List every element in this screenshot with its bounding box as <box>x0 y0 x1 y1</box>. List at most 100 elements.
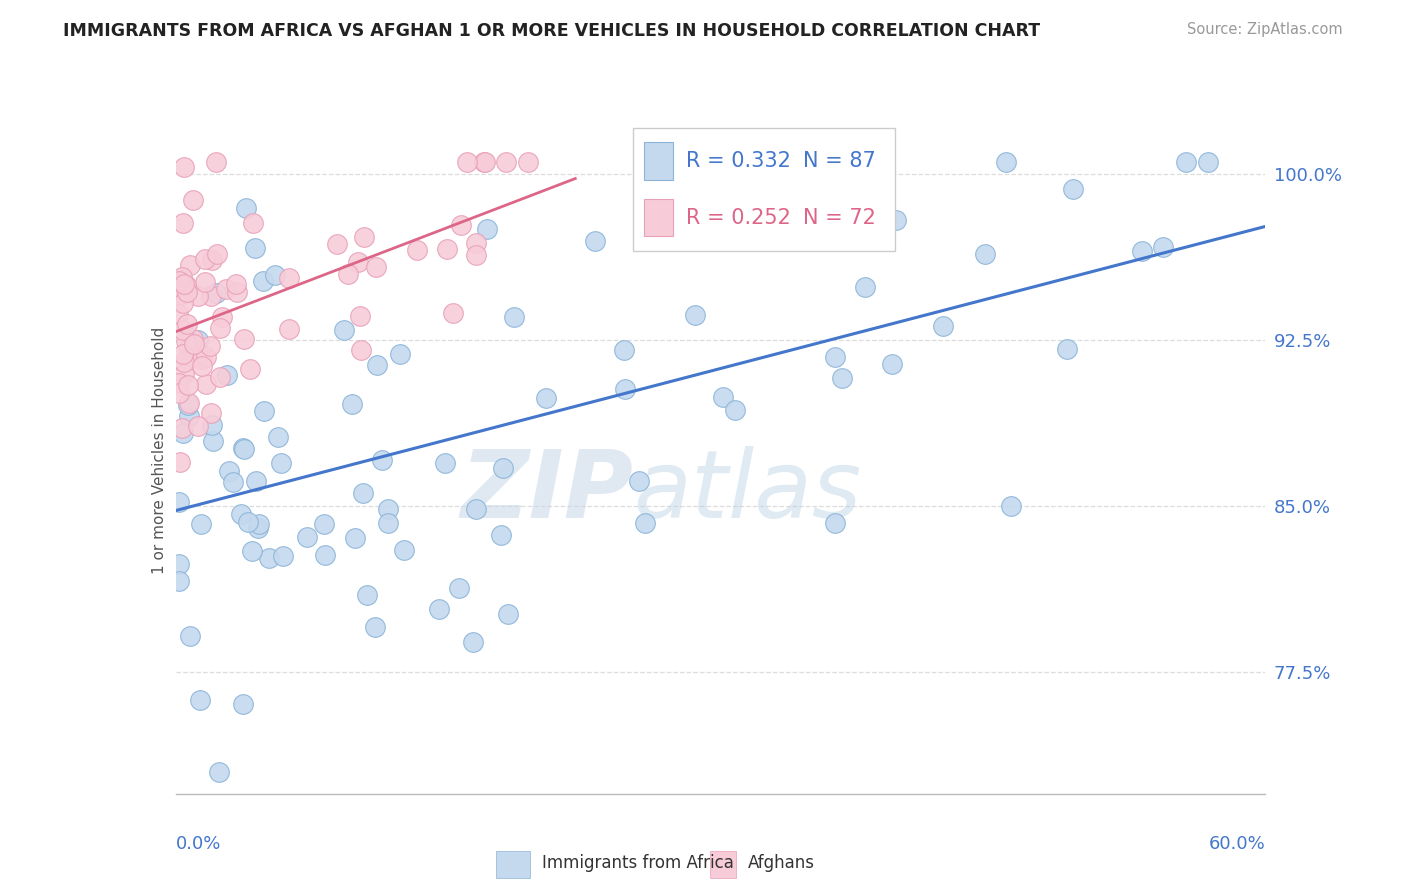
Point <box>232 442 254 456</box>
Point <box>252 404 274 418</box>
Text: N = 87: N = 87 <box>803 151 876 171</box>
Point <box>169 574 191 589</box>
Point <box>208 321 231 335</box>
Point <box>465 501 488 516</box>
Point <box>1000 499 1022 513</box>
Point <box>277 322 299 336</box>
Point <box>201 252 224 267</box>
Point <box>831 371 853 385</box>
Text: 60.0%: 60.0% <box>1209 835 1265 853</box>
Point <box>187 419 209 434</box>
Point <box>191 359 214 373</box>
Point <box>495 155 517 169</box>
Point <box>169 494 191 508</box>
Point <box>183 337 205 351</box>
Point <box>614 382 637 396</box>
Point <box>271 549 294 564</box>
Point <box>492 461 515 475</box>
Point <box>173 277 195 291</box>
Point <box>242 216 264 230</box>
Point <box>181 332 204 346</box>
Point <box>167 274 190 288</box>
Point <box>342 396 364 410</box>
Point <box>200 289 222 303</box>
Point <box>353 230 375 244</box>
Point <box>173 367 195 381</box>
Point <box>737 234 759 248</box>
FancyBboxPatch shape <box>710 851 737 878</box>
Point <box>177 340 200 354</box>
Point <box>683 308 706 322</box>
Point <box>350 343 373 358</box>
Text: Source: ZipAtlas.com: Source: ZipAtlas.com <box>1187 22 1343 37</box>
Point <box>1152 240 1174 254</box>
FancyBboxPatch shape <box>644 199 672 236</box>
Point <box>326 236 349 251</box>
Point <box>474 155 496 169</box>
Point <box>239 362 262 376</box>
Point <box>349 309 371 323</box>
Point <box>427 601 450 615</box>
Point <box>215 368 238 382</box>
Point <box>536 391 558 405</box>
Point <box>392 543 415 558</box>
Point <box>436 242 458 256</box>
Point <box>173 355 195 369</box>
Point <box>932 319 955 334</box>
Text: atlas: atlas <box>633 446 862 537</box>
Point <box>209 369 232 384</box>
Text: Afghans: Afghans <box>748 854 815 872</box>
Point <box>503 310 526 325</box>
Point <box>366 358 388 372</box>
Y-axis label: 1 or more Vehicles in Household: 1 or more Vehicles in Household <box>152 326 167 574</box>
Point <box>170 286 193 301</box>
Point <box>200 406 222 420</box>
Point <box>377 502 399 516</box>
Point <box>853 280 876 294</box>
Point <box>204 285 226 300</box>
Point <box>174 278 197 293</box>
Point <box>388 346 411 360</box>
Point <box>232 332 254 346</box>
Point <box>884 213 907 227</box>
Point <box>179 629 201 643</box>
Point <box>179 258 201 272</box>
FancyBboxPatch shape <box>633 128 896 252</box>
Text: R = 0.332: R = 0.332 <box>686 151 790 171</box>
Point <box>176 285 198 300</box>
Point <box>194 376 217 391</box>
Point <box>974 247 997 261</box>
Point <box>190 516 212 531</box>
Point <box>211 310 233 324</box>
Point <box>191 351 214 366</box>
Point <box>456 155 478 169</box>
Point <box>198 339 221 353</box>
Point <box>364 260 387 274</box>
Point <box>498 607 520 622</box>
Point <box>475 222 498 236</box>
Point <box>166 287 188 301</box>
Point <box>352 485 374 500</box>
Point <box>235 201 257 215</box>
Point <box>174 334 197 348</box>
Point <box>880 358 903 372</box>
Point <box>177 409 200 423</box>
Text: 0.0%: 0.0% <box>176 835 221 853</box>
Text: N = 72: N = 72 <box>803 208 876 227</box>
Point <box>246 521 269 535</box>
Point <box>628 474 651 488</box>
Point <box>169 454 191 468</box>
Point <box>201 417 224 432</box>
Point <box>465 247 488 261</box>
Point <box>1175 155 1198 169</box>
Point <box>172 216 194 230</box>
Point <box>187 289 209 303</box>
Point <box>827 185 849 199</box>
Point <box>314 548 336 562</box>
Text: Immigrants from Africa: Immigrants from Africa <box>541 854 734 872</box>
FancyBboxPatch shape <box>496 851 530 878</box>
Point <box>371 452 394 467</box>
Point <box>170 270 193 285</box>
Point <box>441 306 464 320</box>
Point <box>465 236 488 251</box>
